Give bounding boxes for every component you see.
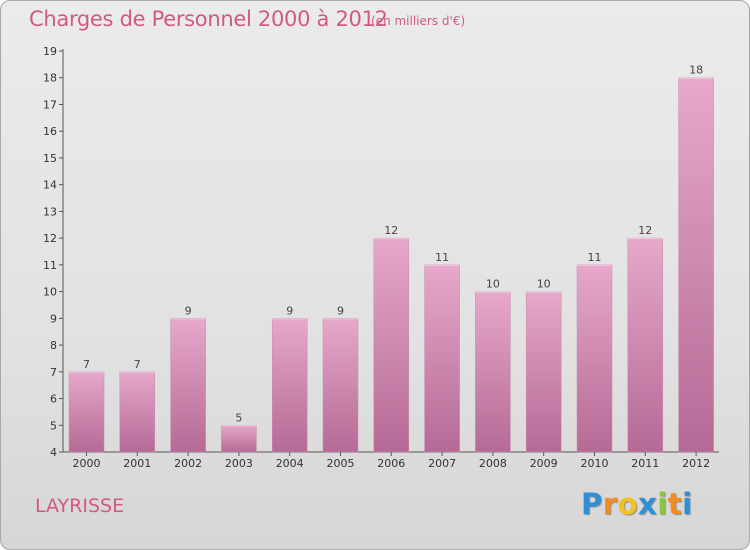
logo-letter: P — [581, 487, 603, 521]
x-tick-label-2012: 2012 — [682, 457, 710, 470]
value-label-2006: 12 — [384, 224, 398, 237]
logo-letter: t — [667, 487, 683, 521]
y-tick-label: 12 — [43, 232, 57, 245]
bar-2010 — [576, 264, 613, 453]
y-tick-label: 4 — [50, 446, 57, 459]
value-label-2000: 7 — [83, 358, 90, 371]
logo-letter: i — [682, 487, 693, 521]
bar-2004 — [271, 318, 308, 453]
x-tick-label-2007: 2007 — [428, 457, 456, 470]
y-tick-label: 17 — [43, 98, 57, 111]
bar-2002 — [170, 318, 206, 453]
chart-title: Charges de Personnel 2000 à 2012 — [29, 7, 388, 31]
x-tick-label-2011: 2011 — [631, 457, 659, 470]
value-label-2002: 9 — [185, 304, 192, 317]
y-tick-label: 9 — [50, 312, 57, 325]
y-tick-label: 18 — [43, 72, 57, 85]
logo-letter: x — [638, 487, 658, 521]
value-label-2011: 12 — [638, 224, 652, 237]
bar-2000 — [68, 371, 105, 453]
x-tick-label-2001: 2001 — [123, 457, 151, 470]
value-label-2005: 9 — [337, 304, 344, 317]
bar-2001 — [119, 371, 156, 453]
bar-2007 — [424, 264, 460, 453]
y-tick-label: 13 — [43, 205, 57, 218]
value-label-2009: 10 — [537, 278, 551, 291]
y-tick-label: 15 — [43, 152, 57, 165]
y-tick-label: 10 — [43, 286, 57, 299]
y-tick-label: 6 — [50, 393, 57, 406]
x-tick-label-2002: 2002 — [174, 457, 202, 470]
x-tick-label-2010: 2010 — [581, 457, 609, 470]
x-tick-label-2009: 2009 — [530, 457, 558, 470]
bar-2011 — [627, 237, 664, 453]
bar-2005 — [322, 318, 359, 453]
x-tick-label-2006: 2006 — [377, 457, 405, 470]
y-tick-label: 5 — [50, 419, 57, 432]
logo-letter: o — [617, 487, 639, 521]
y-tick-label: 8 — [50, 339, 57, 352]
x-tick-label-2008: 2008 — [479, 457, 507, 470]
proxiti-logo: Proxiti — [581, 487, 693, 521]
value-label-2008: 10 — [486, 278, 500, 291]
location-name: LAYRISSE — [35, 495, 125, 517]
chart-subtitle: (en milliers d'€) — [371, 14, 466, 28]
value-label-2001: 7 — [134, 358, 141, 371]
value-label-2012: 18 — [689, 64, 703, 77]
bar-2008 — [475, 291, 511, 453]
y-tick-label: 19 — [43, 45, 57, 58]
y-tick-label: 14 — [43, 179, 57, 192]
x-tick-label-2004: 2004 — [276, 457, 304, 470]
logo-letter: r — [602, 487, 618, 521]
x-tick-label-2005: 2005 — [327, 457, 355, 470]
x-tick-label-2003: 2003 — [225, 457, 253, 470]
value-label-2004: 9 — [286, 304, 293, 317]
y-tick-label: 7 — [50, 366, 57, 379]
value-label-2010: 11 — [588, 251, 602, 264]
bar-2006 — [373, 237, 410, 453]
x-tick-label-2000: 2000 — [73, 457, 101, 470]
y-tick-label: 11 — [43, 259, 57, 272]
bar-2012 — [678, 77, 714, 453]
bar-2003 — [221, 425, 257, 453]
value-label-2003: 5 — [235, 411, 242, 424]
y-tick-label: 16 — [43, 125, 57, 138]
value-label-2007: 11 — [435, 251, 449, 264]
logo-letter: i — [657, 487, 668, 521]
bar-2009 — [525, 291, 562, 453]
